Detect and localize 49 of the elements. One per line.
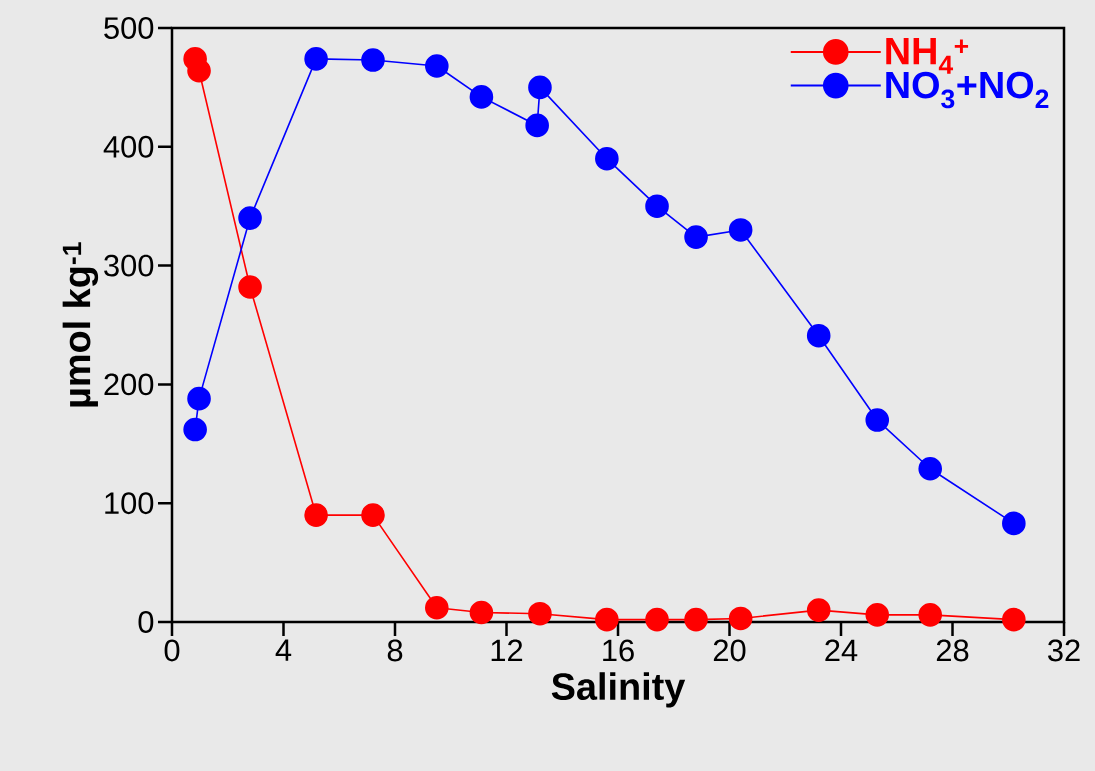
- y-tick-label: 100: [105, 492, 154, 515]
- point: [684, 607, 708, 632]
- x-tick-label: 12: [491, 639, 523, 662]
- point: [865, 408, 890, 432]
- point: [238, 275, 262, 299]
- point: [1002, 607, 1026, 632]
- y-tick-label: 400: [103, 135, 154, 158]
- point: [645, 607, 669, 632]
- x-tick-label: 8: [387, 639, 403, 662]
- y-tick-label: 300: [104, 254, 154, 277]
- x-tick-label: 32: [1048, 639, 1080, 662]
- point: [469, 600, 494, 625]
- point: [304, 503, 328, 527]
- point: [187, 386, 211, 411]
- x-tick-label: 0: [164, 639, 180, 662]
- y-axis-title: µmol kg$^{-1}$: [62, 242, 99, 407]
- x-tick-label: 28: [936, 639, 969, 662]
- point: [728, 606, 753, 631]
- point: [728, 218, 753, 242]
- point: [918, 603, 943, 627]
- y-tick-label: 0: [138, 611, 154, 633]
- point: [806, 323, 831, 348]
- point: [238, 206, 262, 230]
- point: [645, 194, 669, 218]
- x-tick-label: 4: [275, 639, 292, 661]
- point: [806, 598, 831, 622]
- y-tick-label: 200: [104, 373, 154, 396]
- point: [595, 607, 619, 632]
- point: [187, 58, 211, 83]
- point: [918, 456, 943, 481]
- point: [425, 595, 449, 620]
- point: [304, 47, 328, 71]
- x-tick-label: 16: [603, 639, 634, 662]
- y-tick-label: 500: [104, 17, 154, 39]
- point: [595, 146, 619, 171]
- x-tick-label: 24: [825, 639, 858, 662]
- point: [361, 503, 385, 527]
- x-axis-title: Salinity: [551, 672, 686, 708]
- point: [525, 113, 549, 138]
- point: [361, 48, 385, 72]
- point: [528, 601, 552, 626]
- point: [528, 75, 552, 100]
- point: [183, 417, 207, 442]
- point: [1002, 511, 1026, 536]
- point: [425, 54, 449, 78]
- point: [469, 85, 494, 109]
- point: [684, 225, 708, 249]
- x-tick-label: 20: [713, 639, 746, 662]
- point: [865, 603, 890, 627]
